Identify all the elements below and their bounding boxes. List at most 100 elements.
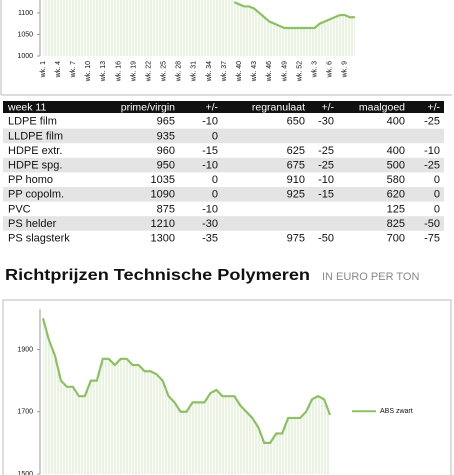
table-cell: 0 [434, 189, 440, 201]
x-tick-label: wk. 37 [221, 61, 228, 82]
table-cell: -50 [424, 218, 440, 230]
table-cell: 875 [157, 203, 175, 215]
table-cell: 650 [287, 116, 305, 128]
table-cell: 125 [387, 203, 405, 215]
table-header-cell: +/- [427, 101, 440, 113]
table-cell: 580 [387, 174, 405, 186]
x-tick-label: wk. 40 [236, 61, 243, 82]
x-tick-label: wk. 7 [70, 61, 77, 78]
x-tick-label: wk. 1 [40, 61, 47, 78]
line [41, 318, 332, 444]
table-cell: HDPE extr. [8, 145, 62, 157]
table-cell: 825 [387, 218, 405, 230]
table-cell: PS slagsterk [8, 233, 70, 245]
table-cell: 400 [387, 116, 405, 128]
table-cell: 620 [387, 189, 405, 201]
table-cell: -10 [318, 174, 334, 186]
table-cell: -50 [318, 233, 334, 245]
area-background [43, 0, 235, 56]
x-tick-label: wk. 46 [266, 61, 273, 82]
table-cell: -25 [318, 145, 334, 157]
table-cell: 1090 [151, 189, 175, 201]
x-tick-label: wk. 4 [55, 61, 62, 78]
y-tick-label: 1050 [17, 31, 33, 38]
x-tick-label: wk. 3 [311, 61, 318, 78]
table-cell: 0 [212, 189, 218, 201]
table-cell: 935 [157, 130, 175, 142]
table-cell: 675 [287, 160, 305, 172]
table-cell: 0 [434, 174, 440, 186]
table-cell: 700 [387, 233, 405, 245]
y-tick-label: 1500 [17, 471, 33, 475]
chart-frame [2, 299, 452, 475]
table-cell: -10 [202, 203, 218, 215]
table-cell: 925 [287, 189, 305, 201]
y-tick-label: 1100 [18, 10, 33, 17]
table-cell: PS helder [8, 218, 57, 230]
table-cell: 500 [387, 160, 405, 172]
table-cell: 1300 [151, 233, 175, 245]
area [43, 318, 331, 474]
table-header-cell: prime/virgin [121, 101, 175, 113]
table-cell: 950 [157, 160, 175, 172]
table-row-bg [3, 216, 444, 231]
table-cell: 975 [287, 233, 305, 245]
table-row-bg [3, 187, 444, 202]
table-header-cell: week 11 [7, 101, 46, 113]
x-tick-label: wk. 16 [115, 61, 122, 82]
table-cell: -30 [318, 116, 334, 128]
table-cell: 400 [387, 145, 405, 157]
table-cell: PP homo [8, 174, 53, 186]
x-tick-label: wk. 19 [130, 61, 137, 82]
table-header-cell: regranulaat [252, 101, 305, 113]
x-tick-label: wk. 6 [327, 61, 334, 78]
x-tick-label: wk. 43 [251, 61, 258, 82]
section-subtitle: IN EURO PER TON [322, 271, 419, 283]
x-tick-label: wk. 52 [296, 61, 303, 82]
table-cell: PP copolm. [8, 189, 64, 201]
table-cell: 960 [157, 145, 175, 157]
x-tick-label: wk. 31 [191, 61, 198, 82]
table-header-cell: +/- [205, 101, 218, 113]
table-cell: -10 [202, 160, 218, 172]
table-cell: -10 [424, 145, 440, 157]
x-tick-label: wk. 49 [281, 61, 288, 82]
table-cell: LLDPE film [8, 130, 63, 142]
table-cell: 910 [287, 174, 305, 186]
table-cell: -15 [202, 145, 218, 157]
table-header-bg [3, 101, 444, 113]
x-tick-label: wk. 28 [176, 61, 183, 82]
legend-label: ABS zwart [380, 408, 413, 415]
table-cell: -25 [424, 160, 440, 172]
x-tick-label: wk. 10 [85, 61, 92, 82]
line [233, 1, 355, 30]
x-tick-label: wk. 22 [145, 61, 152, 82]
table-cell: -10 [202, 116, 218, 128]
table-row-bg [3, 128, 444, 144]
table-cell: -35 [202, 233, 218, 245]
table-cell: 625 [287, 145, 305, 157]
table-row-bg [3, 157, 444, 173]
x-tick-label: wk. 25 [161, 61, 168, 82]
y-tick-label: 1700 [17, 409, 33, 416]
table-cell: 1210 [151, 218, 175, 230]
table-cell: LDPE film [8, 116, 57, 128]
x-tick-label: wk. 9 [342, 61, 349, 78]
table-cell: 0 [434, 203, 440, 215]
table-cell: -75 [424, 233, 440, 245]
table-header-cell: +/- [321, 101, 334, 113]
table-cell: -25 [318, 160, 334, 172]
x-tick-label: wk. 34 [206, 61, 213, 82]
table-cell: 1035 [151, 174, 175, 186]
table-cell: 965 [157, 116, 175, 128]
table-cell: 0 [212, 130, 218, 142]
table-cell: -15 [318, 189, 334, 201]
table-header-cell: maalgoed [359, 101, 405, 113]
y-tick-label: 1900 [17, 346, 33, 353]
table-cell: -25 [424, 116, 440, 128]
table-cell: HDPE spg. [8, 160, 62, 172]
y-tick-label: 1000 [17, 53, 33, 60]
table-cell: PVC [8, 203, 31, 215]
